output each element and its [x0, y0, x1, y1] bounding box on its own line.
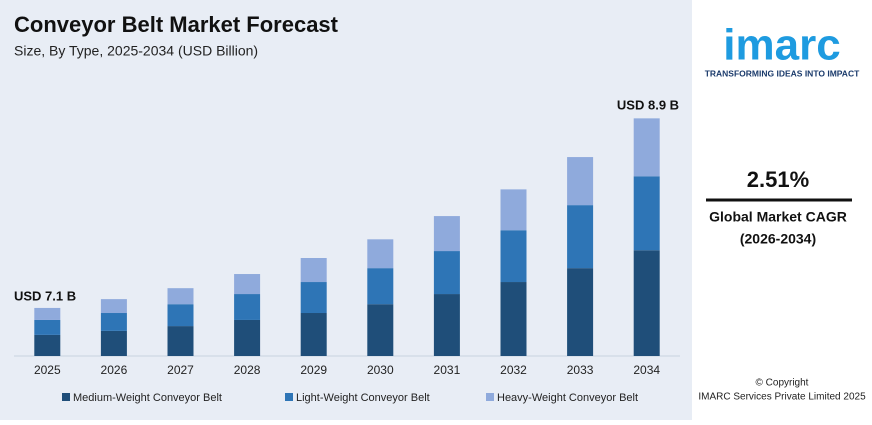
- x-tick-label: 2031: [434, 363, 461, 377]
- x-tick-label: 2030: [367, 363, 394, 377]
- bar-segment: [300, 258, 327, 283]
- bar-segment: [433, 216, 460, 252]
- legend-swatch: [62, 393, 70, 401]
- bar-segment: [234, 294, 261, 320]
- cagr-value: 2.51%: [747, 167, 809, 192]
- bar-segment: [300, 282, 327, 314]
- bar-segment: [567, 268, 594, 356]
- bar-segment: [367, 304, 394, 356]
- bar-segment: [100, 330, 127, 356]
- x-tick-label: 2025: [34, 363, 61, 377]
- company: IMARC Services Private Limited 2025: [698, 392, 866, 403]
- legend-swatch: [486, 393, 494, 401]
- cagr-label: Global Market CAGR: [709, 209, 847, 225]
- annotation: USD 7.1 B: [14, 288, 76, 303]
- chart-subtitle: Size, By Type, 2025-2034 (USD Billion): [14, 43, 258, 59]
- bar-segment: [367, 239, 394, 269]
- bar-segment: [433, 294, 460, 356]
- legend-label: Heavy-Weight Conveyor Belt: [497, 392, 638, 404]
- logo: imarc: [723, 21, 840, 70]
- bar-segment: [633, 176, 660, 251]
- x-tick-label: 2034: [633, 363, 660, 377]
- chart-title: Conveyor Belt Market Forecast: [14, 12, 339, 37]
- bar-segment: [34, 307, 61, 320]
- bar-segment: [633, 250, 660, 356]
- bar-segment: [567, 205, 594, 269]
- side-panel: [692, 0, 872, 420]
- x-tick-label: 2026: [101, 363, 128, 377]
- legend-label: Light-Weight Conveyor Belt: [296, 392, 430, 404]
- bar-segment: [100, 299, 127, 314]
- tagline: TRANSFORMING IDEAS INTO IMPACT: [705, 68, 860, 78]
- bar-segment: [34, 319, 61, 335]
- bar-segment: [300, 313, 327, 356]
- x-tick-label: 2029: [300, 363, 327, 377]
- bar-segment: [500, 282, 527, 356]
- bar-segment: [100, 313, 127, 331]
- annotation: USD 8.9 B: [617, 97, 679, 112]
- x-tick-label: 2032: [500, 363, 527, 377]
- bar-segment: [433, 251, 460, 295]
- copyright: © Copyright: [756, 378, 809, 389]
- bar-segment: [567, 157, 594, 206]
- legend-label: Medium-Weight Conveyor Belt: [73, 392, 222, 404]
- legend-swatch: [285, 393, 293, 401]
- x-tick-label: 2027: [167, 363, 194, 377]
- cagr-period: (2026-2034): [740, 231, 816, 247]
- bar-segment: [167, 288, 194, 305]
- x-tick-label: 2033: [567, 363, 594, 377]
- bar-segment: [167, 326, 194, 356]
- x-tick-label: 2028: [234, 363, 261, 377]
- bar-segment: [234, 274, 261, 295]
- bar-segment: [500, 189, 527, 231]
- bar-segment: [167, 304, 194, 327]
- bar-segment: [234, 319, 261, 356]
- bar-segment: [633, 118, 660, 177]
- bar-segment: [367, 268, 394, 305]
- bar-segment: [500, 230, 527, 283]
- bar-segment: [34, 334, 61, 356]
